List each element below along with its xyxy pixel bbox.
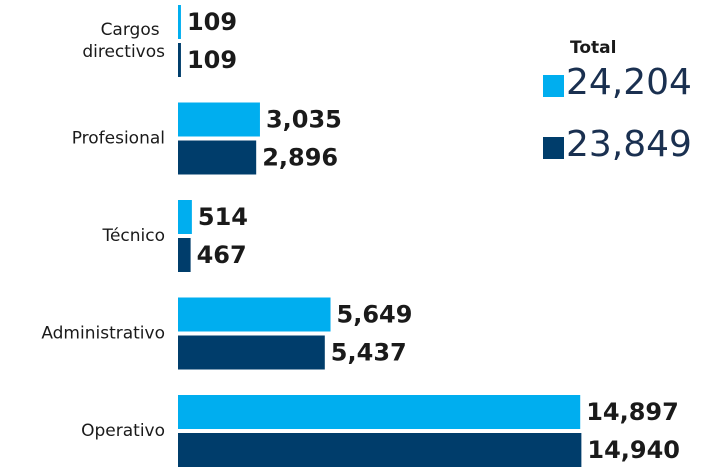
bar xyxy=(178,238,191,272)
bar xyxy=(178,335,325,370)
bar xyxy=(178,140,257,175)
value-label: 2,896 xyxy=(262,144,338,172)
value-label: 109 xyxy=(187,8,237,36)
legend-total: 23,849 xyxy=(566,124,692,165)
legend-total: 24,204 xyxy=(566,62,692,103)
legend-swatch xyxy=(543,75,564,97)
bar xyxy=(178,433,582,467)
value-label: 3,035 xyxy=(266,106,342,134)
value-label: 14,897 xyxy=(586,398,679,426)
category-label: Administrativo xyxy=(41,324,165,344)
bar xyxy=(178,297,331,332)
value-label: 109 xyxy=(187,46,237,74)
value-label: 5,437 xyxy=(331,339,407,367)
category-label: Técnico xyxy=(101,226,165,246)
value-label: 467 xyxy=(197,241,247,269)
bar xyxy=(178,5,181,39)
bar xyxy=(178,43,181,77)
category-label: Cargos directivos xyxy=(82,20,165,62)
legend-swatch xyxy=(543,137,564,159)
bar xyxy=(178,102,260,137)
legend-title: Total xyxy=(570,38,616,58)
category-label: Operativo xyxy=(81,421,165,441)
value-label: 5,649 xyxy=(337,301,413,329)
value-label: 14,940 xyxy=(587,436,680,464)
value-label: 514 xyxy=(198,203,248,231)
bar xyxy=(178,200,192,234)
category-label: Profesional xyxy=(72,129,165,149)
bar xyxy=(178,395,581,429)
